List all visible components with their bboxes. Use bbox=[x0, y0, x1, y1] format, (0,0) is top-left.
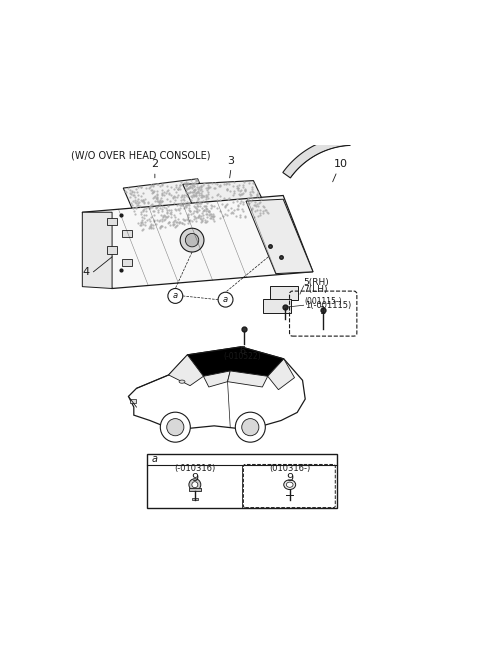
FancyBboxPatch shape bbox=[263, 299, 290, 314]
Ellipse shape bbox=[287, 482, 293, 487]
Text: (010316-): (010316-) bbox=[269, 464, 311, 473]
FancyBboxPatch shape bbox=[107, 218, 117, 225]
Polygon shape bbox=[283, 136, 350, 178]
Polygon shape bbox=[183, 180, 270, 220]
FancyBboxPatch shape bbox=[130, 399, 136, 403]
Polygon shape bbox=[228, 371, 268, 387]
Polygon shape bbox=[129, 347, 305, 428]
Text: 1: 1 bbox=[320, 306, 326, 316]
FancyBboxPatch shape bbox=[122, 258, 132, 266]
Text: 2: 2 bbox=[151, 159, 158, 169]
FancyBboxPatch shape bbox=[189, 489, 201, 491]
Text: 5(RH): 5(RH) bbox=[304, 277, 329, 287]
Polygon shape bbox=[83, 195, 313, 289]
Polygon shape bbox=[123, 178, 216, 231]
Text: 7(LH): 7(LH) bbox=[304, 285, 328, 294]
FancyBboxPatch shape bbox=[122, 230, 132, 237]
Polygon shape bbox=[204, 371, 230, 387]
FancyBboxPatch shape bbox=[270, 285, 298, 300]
Polygon shape bbox=[268, 359, 295, 390]
FancyBboxPatch shape bbox=[107, 247, 117, 254]
Text: 4: 4 bbox=[83, 267, 90, 277]
Circle shape bbox=[242, 419, 259, 436]
Text: a: a bbox=[223, 295, 228, 304]
Text: (001115-): (001115-) bbox=[304, 297, 342, 306]
Text: 9: 9 bbox=[192, 474, 198, 483]
Text: a: a bbox=[152, 454, 158, 464]
Ellipse shape bbox=[284, 480, 296, 489]
Text: (W/O OVER HEAD CONSOLE): (W/O OVER HEAD CONSOLE) bbox=[71, 151, 211, 161]
Polygon shape bbox=[187, 347, 284, 377]
Circle shape bbox=[185, 234, 199, 247]
FancyBboxPatch shape bbox=[192, 498, 198, 500]
Text: (-010522): (-010522) bbox=[224, 352, 261, 361]
Circle shape bbox=[168, 289, 183, 303]
Text: 9: 9 bbox=[286, 474, 293, 483]
Circle shape bbox=[218, 292, 233, 307]
Text: a: a bbox=[173, 291, 178, 300]
Circle shape bbox=[189, 479, 201, 491]
FancyBboxPatch shape bbox=[147, 454, 337, 508]
Polygon shape bbox=[168, 355, 204, 386]
Circle shape bbox=[180, 228, 204, 252]
Circle shape bbox=[167, 419, 184, 436]
Text: 6: 6 bbox=[239, 346, 245, 356]
Circle shape bbox=[235, 412, 265, 442]
Circle shape bbox=[160, 412, 190, 442]
Circle shape bbox=[192, 482, 198, 487]
Polygon shape bbox=[83, 213, 112, 289]
Polygon shape bbox=[246, 199, 313, 274]
Ellipse shape bbox=[179, 380, 185, 383]
Text: 3: 3 bbox=[228, 155, 235, 166]
Text: (-010316): (-010316) bbox=[174, 464, 216, 473]
Text: 1(-001115): 1(-001115) bbox=[305, 300, 352, 310]
Text: 10: 10 bbox=[334, 159, 348, 169]
